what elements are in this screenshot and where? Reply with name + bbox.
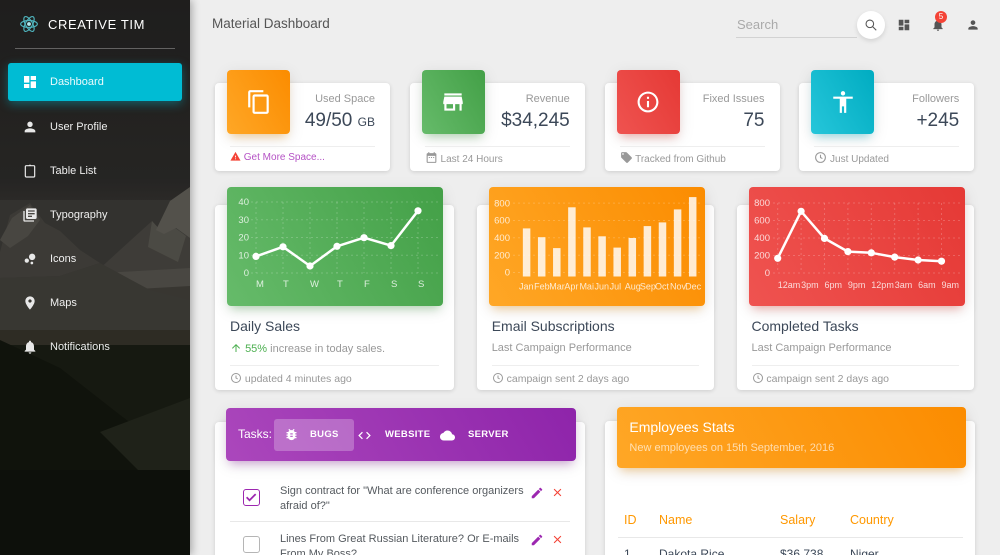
svg-text:20: 20: [238, 233, 249, 244]
svg-text:9am: 9am: [941, 280, 959, 290]
svg-text:Oct: Oct: [655, 282, 670, 292]
svg-text:Aug: Aug: [624, 282, 640, 292]
svg-text:800: 800: [754, 198, 770, 209]
svg-text:600: 600: [754, 216, 770, 227]
svg-text:10: 10: [238, 250, 249, 261]
svg-text:6am: 6am: [918, 280, 936, 290]
svg-text:0: 0: [244, 268, 249, 279]
svg-text:Dec: Dec: [685, 282, 702, 292]
svg-text:Jun: Jun: [594, 282, 609, 292]
svg-text:Mai: Mai: [579, 282, 594, 292]
svg-text:Feb: Feb: [534, 282, 550, 292]
svg-text:T: T: [283, 279, 289, 290]
svg-text:0: 0: [764, 268, 769, 279]
svg-text:Jul: Jul: [609, 282, 621, 292]
svg-text:Apr: Apr: [564, 282, 578, 292]
svg-text:6pm: 6pm: [824, 280, 842, 290]
svg-text:200: 200: [754, 251, 770, 262]
svg-text:200: 200: [494, 250, 510, 261]
svg-text:800: 800: [494, 198, 510, 209]
svg-text:12pm: 12pm: [871, 280, 894, 290]
svg-text:Nov: Nov: [670, 282, 687, 292]
svg-text:F: F: [364, 279, 370, 290]
svg-text:30: 30: [238, 215, 249, 226]
svg-text:3pm: 3pm: [801, 280, 819, 290]
svg-text:40: 40: [238, 197, 249, 208]
svg-text:9pm: 9pm: [847, 280, 865, 290]
svg-text:M: M: [256, 279, 264, 290]
svg-text:400: 400: [754, 233, 770, 244]
svg-text:600: 600: [494, 216, 510, 227]
svg-text:S: S: [418, 279, 424, 290]
svg-text:12am: 12am: [777, 280, 800, 290]
svg-text:0: 0: [504, 268, 509, 279]
svg-text:W: W: [310, 279, 319, 290]
svg-text:Jan: Jan: [519, 282, 534, 292]
svg-text:S: S: [391, 279, 397, 290]
svg-text:Sep: Sep: [640, 282, 656, 292]
svg-text:3am: 3am: [894, 280, 912, 290]
svg-text:T: T: [337, 279, 343, 290]
svg-text:400: 400: [494, 233, 510, 244]
svg-text:Mar: Mar: [549, 282, 565, 292]
